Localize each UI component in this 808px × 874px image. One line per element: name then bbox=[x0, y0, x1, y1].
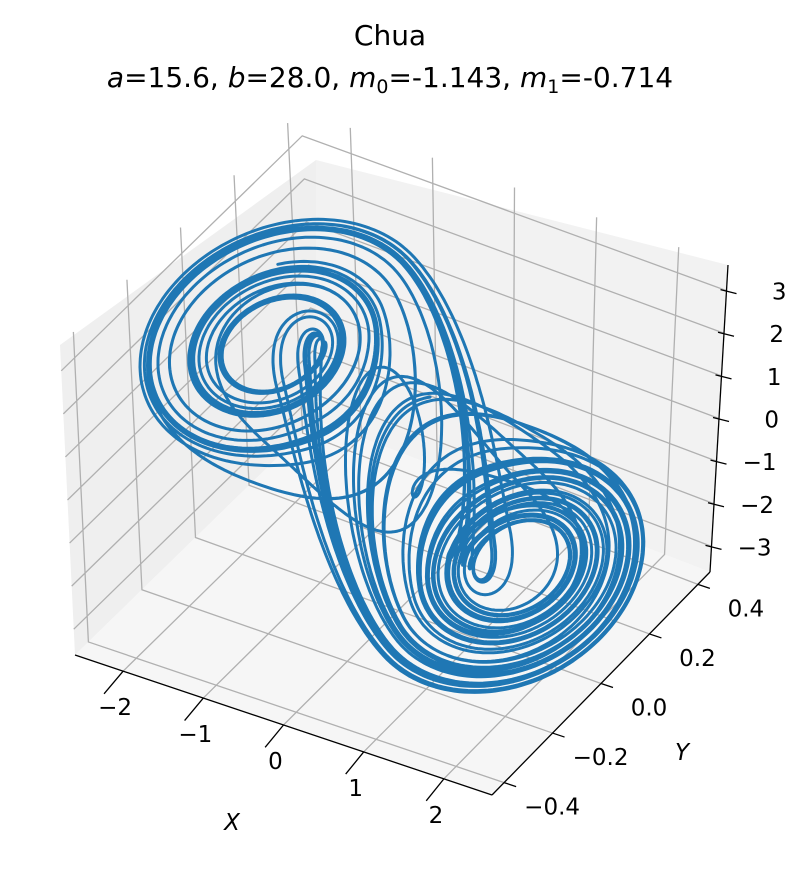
x-tick-label: 2 bbox=[429, 803, 444, 829]
x-tick-label: −2 bbox=[98, 695, 132, 721]
y-tick-label: 0.4 bbox=[728, 596, 765, 622]
y-gridline bbox=[233, 175, 650, 635]
z-tick-mark bbox=[712, 416, 730, 423]
z-gridline bbox=[69, 307, 717, 544]
chart-subtitle: a=15.6, b=28.0, m0=-1.143, m1=-0.714 bbox=[107, 61, 673, 98]
y-gridline bbox=[179, 227, 602, 685]
x-axis-label: X bbox=[223, 810, 241, 836]
y-axis-label: Y bbox=[675, 740, 691, 766]
y-tick-label: −0.4 bbox=[524, 795, 580, 821]
y-tick-label: 0.2 bbox=[679, 646, 716, 672]
x-tick-mark bbox=[345, 751, 365, 775]
x-tick-label: −1 bbox=[178, 722, 212, 748]
y-gridline bbox=[126, 279, 553, 734]
x-tick-label: 1 bbox=[348, 776, 363, 802]
x-tick-mark bbox=[103, 670, 124, 695]
z-tick-label: 0 bbox=[764, 408, 779, 434]
z-tick-label: −1 bbox=[743, 450, 777, 476]
y-tick-mark bbox=[649, 633, 662, 639]
z-tick-mark bbox=[715, 374, 732, 380]
series-trajectory bbox=[138, 217, 646, 694]
y-tick-mark bbox=[503, 781, 517, 788]
chart-title: Chua bbox=[354, 19, 426, 52]
x-tick-mark bbox=[184, 697, 204, 721]
z-tick-mark bbox=[717, 331, 735, 337]
z-tick-mark bbox=[707, 502, 725, 508]
y-tick-mark bbox=[697, 583, 711, 590]
y-tick-label: 0.0 bbox=[631, 696, 668, 722]
x-tick-mark bbox=[425, 778, 445, 802]
z-gridline bbox=[60, 135, 727, 372]
z-tick-label: −3 bbox=[738, 535, 772, 561]
z-tick-mark bbox=[710, 459, 727, 465]
z-tick-label: 2 bbox=[769, 322, 784, 348]
y-tick-mark bbox=[600, 682, 614, 689]
z-tick-mark bbox=[705, 544, 722, 551]
z-tick-label: 3 bbox=[772, 280, 787, 306]
y-tick-mark bbox=[552, 732, 565, 738]
x-tick-label: 0 bbox=[268, 749, 283, 775]
y-tick-label: −0.2 bbox=[573, 745, 629, 771]
x-tick-mark bbox=[264, 724, 285, 748]
x-gridline bbox=[443, 247, 680, 780]
z-gridline bbox=[67, 264, 720, 501]
z-tick-mark bbox=[720, 288, 737, 295]
z-tick-label: 1 bbox=[767, 365, 782, 391]
tick-labels: −2 −1 0 1 2 −0.4 −0.20.0 0.2 0.4 −3 −2 −1 0 1 2 3 bbox=[98, 280, 786, 829]
y-gridline bbox=[72, 331, 505, 784]
z-tick-label: −2 bbox=[740, 493, 774, 519]
